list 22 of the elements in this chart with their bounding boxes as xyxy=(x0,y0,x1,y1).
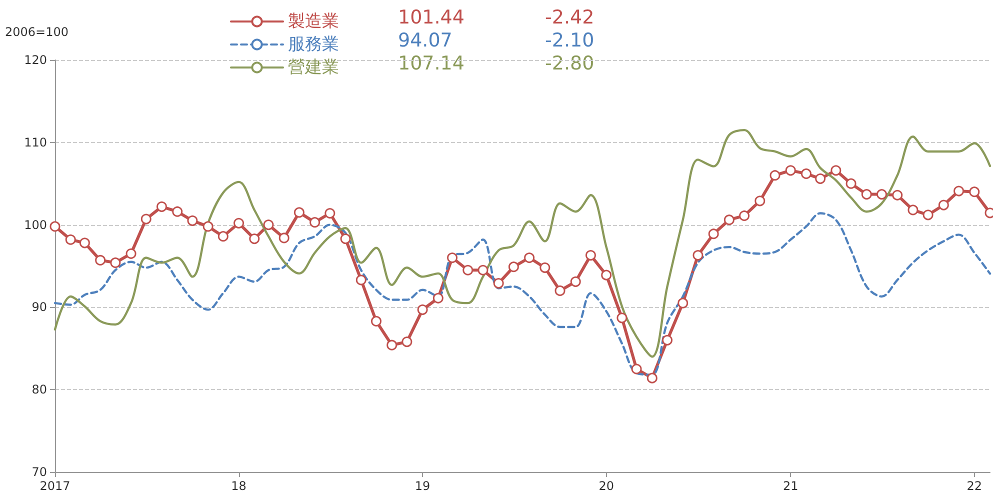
line-series xyxy=(54,128,992,358)
legend-label: 製造業 xyxy=(288,12,339,32)
x-tick-label: 18 xyxy=(231,479,246,493)
text: 94.07 xyxy=(398,30,452,52)
legend-label: 服務業 xyxy=(288,34,339,54)
x-tick-label: 2017 xyxy=(40,479,70,493)
y-tick-label: 110 xyxy=(24,135,47,150)
y-tick-label: 120 xyxy=(24,53,47,67)
text: -2.10 xyxy=(545,30,594,52)
x-tick-label: 21 xyxy=(782,479,798,493)
y-tick-label: 80 xyxy=(32,382,47,397)
text: -2.42 xyxy=(545,6,594,28)
text: 101.44 xyxy=(398,6,464,28)
x-tick-label: 22 xyxy=(966,479,982,493)
annotation: 107.14 xyxy=(398,52,464,74)
legend-label: 營建業 xyxy=(288,58,339,78)
y-tick-label: 100 xyxy=(24,218,47,232)
x-tick-label: 20 xyxy=(598,479,614,493)
y-axis-title: 2006=100 xyxy=(5,25,68,39)
y-tick-label: 70 xyxy=(32,465,47,479)
y-tick-label: 90 xyxy=(32,300,47,314)
x-tick-label: 19 xyxy=(414,479,430,493)
